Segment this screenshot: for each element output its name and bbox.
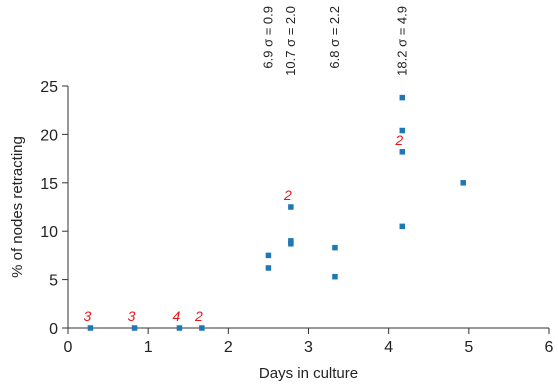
data-point — [332, 273, 338, 280]
stat-annotation: 6.9 σ = 0.9 — [260, 6, 275, 69]
x-tick-label: 1 — [144, 339, 153, 356]
x-tick-label: 3 — [304, 339, 313, 356]
data-point — [332, 244, 338, 251]
count-annotation: 2 — [394, 132, 403, 148]
y-tick-label: 10 — [40, 224, 58, 241]
y-tick-label: 15 — [40, 176, 58, 193]
count-annotation: 2 — [194, 308, 203, 324]
x-axis-title: Days in culture — [259, 365, 358, 382]
y-tick-label: 0 — [49, 321, 58, 338]
stat-annotation: 10.7 σ = 2.0 — [283, 6, 298, 76]
data-point — [176, 325, 183, 331]
data-point — [288, 241, 294, 247]
data-point — [199, 325, 205, 331]
x-tick-label: 2 — [224, 339, 233, 356]
x-tick-label: 5 — [464, 339, 473, 356]
data-point — [265, 265, 272, 271]
count-annotation: 4 — [173, 308, 181, 324]
data-point — [265, 252, 272, 259]
x-axis-ticks: 0 1 2 3 4 5 6 — [64, 328, 554, 356]
data-point — [288, 204, 294, 210]
stat-annotation: 6.8 σ = 2.2 — [327, 6, 342, 69]
data-point — [399, 94, 406, 101]
data-point — [399, 127, 406, 134]
axes — [67, 86, 549, 329]
x-tick-label: 6 — [545, 339, 554, 356]
data-point — [399, 149, 406, 155]
data-points — [87, 94, 466, 331]
count-annotation: 3 — [84, 308, 92, 324]
y-tick-label: 25 — [40, 79, 58, 96]
count-annotations: 3 3 4 222 — [84, 132, 404, 324]
y-axis-title: % of nodes retracting — [9, 136, 26, 278]
x-tick-label: 0 — [64, 339, 73, 356]
data-point — [460, 180, 466, 186]
y-tick-label: 20 — [40, 127, 58, 144]
count-annotation: 2 — [283, 187, 292, 203]
data-point — [131, 325, 138, 331]
stat-annotation: 18.2 σ = 4.9 — [394, 6, 409, 76]
x-tick-label: 4 — [384, 339, 393, 356]
y-axis-ticks: 0 5 10 15 20 25 — [40, 79, 68, 338]
y-tick-label: 5 — [49, 273, 58, 290]
data-point — [399, 223, 406, 230]
data-point — [288, 238, 294, 244]
stat-annotations: 6.9 σ = 0.9 10.7 σ = 2.0 6.8 σ = 2.2 18.2 σ… — [260, 6, 409, 76]
count-annotation: 3 — [128, 308, 136, 324]
data-point — [87, 325, 94, 331]
